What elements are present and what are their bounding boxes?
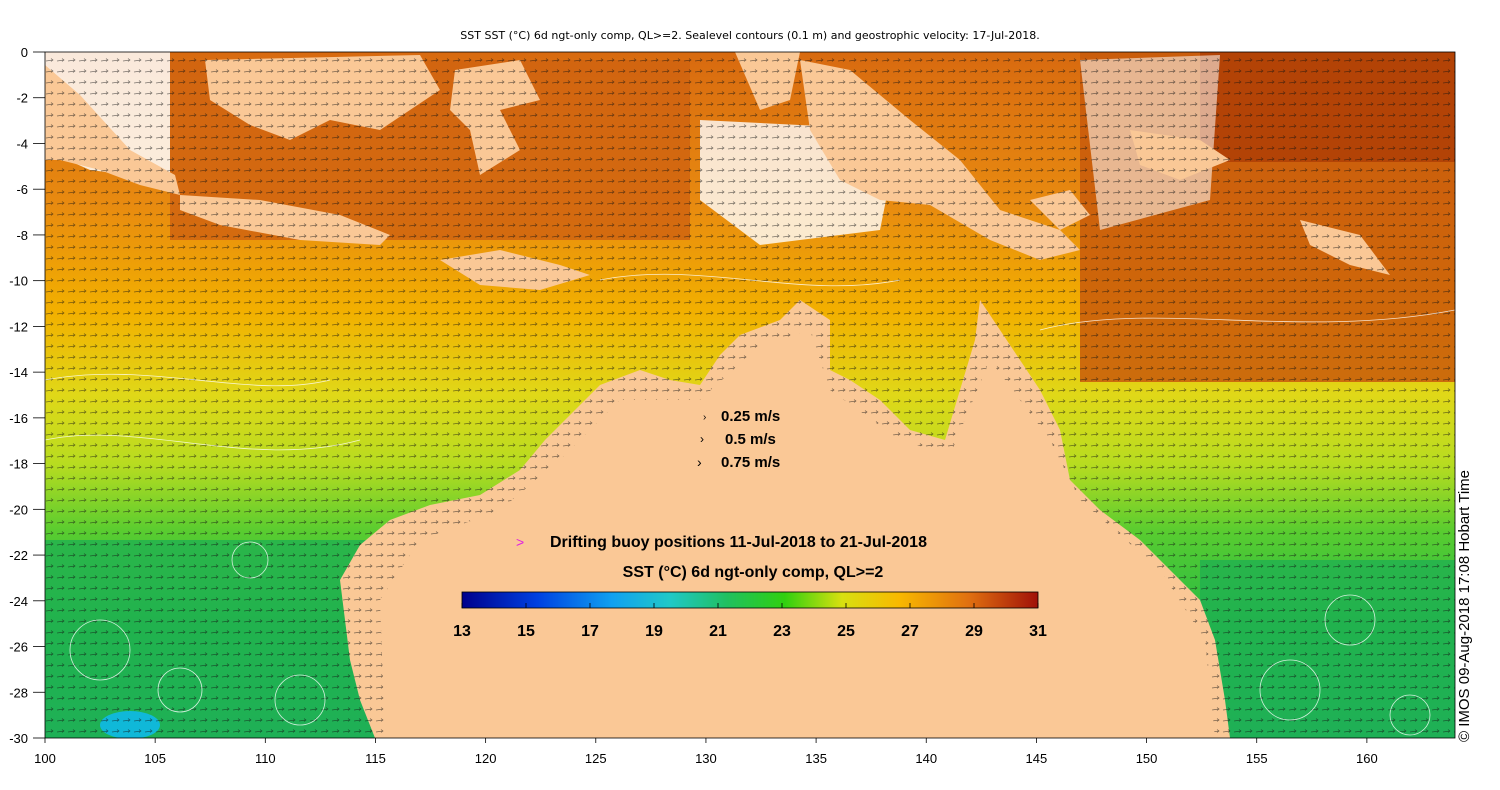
y-tick-label: -20 — [9, 502, 28, 517]
y-tick-label: -14 — [9, 365, 28, 380]
velocity-legend-0: 0.25 m/s — [721, 408, 780, 425]
x-tick-label: 100 — [34, 751, 56, 766]
y-tick-label: -2 — [16, 91, 28, 106]
x-tick-label: 120 — [475, 751, 497, 766]
latitude-axis: 0 -2 -4 -6 -8 -10 -12 -14 -16 -18 -20 -22 -24 -26 -28 -… — [9, 45, 45, 746]
velocity-legend-arrow: › — [703, 412, 706, 423]
x-tick-label: 130 — [695, 751, 717, 766]
colorbar-title: SST (°C) 6d ngt-only comp, QL>=2 — [623, 564, 884, 581]
colorbar-ticks: 13 15 17 19 21 23 25 27 29 31 — [453, 603, 1047, 640]
y-tick-label: -10 — [9, 274, 28, 289]
buoy-legend-label: Drifting buoy positions 11-Jul-2018 to 2… — [550, 534, 927, 551]
land-australia-interior — [380, 330, 1215, 738]
colorbar-tick-label: 23 — [773, 623, 791, 640]
x-tick-label: 135 — [805, 751, 827, 766]
colorbar-tick-label: 31 — [1029, 623, 1047, 640]
colorbar-tick-label: 17 — [581, 623, 599, 640]
colorbar-tick-label: 15 — [517, 623, 535, 640]
velocity-legend-1: 0.5 m/s — [725, 431, 776, 448]
map-title: SST SST (°C) 6d ngt-only comp, QL>=2. Se… — [460, 29, 1040, 42]
credit-text: © IMOS 09-Aug-2018 17:08 Hobart Time — [1456, 469, 1473, 742]
y-tick-label: -30 — [9, 731, 28, 746]
map-plot-area — [45, 52, 1455, 738]
colorbar-tick-label: 25 — [837, 623, 855, 640]
longitude-axis: 100 105 110 115 120 125 130 135 140 145 150 155 160 — [34, 738, 1378, 766]
x-tick-label: 115 — [365, 751, 386, 766]
y-tick-label: -6 — [16, 182, 28, 197]
x-tick-label: 150 — [1136, 751, 1158, 766]
sealevel-contours — [45, 273, 1455, 736]
velocity-legend: › 0.25 m/s › 0.5 m/s › 0.75 m/s — [697, 408, 780, 471]
y-tick-label: -22 — [9, 548, 28, 563]
colorbar-tick-label: 21 — [709, 623, 727, 640]
colorbar-tick-label: 13 — [453, 623, 471, 640]
y-tick-label: -8 — [16, 228, 28, 243]
x-tick-label: 145 — [1026, 751, 1048, 766]
y-tick-label: -26 — [9, 640, 28, 655]
x-tick-label: 140 — [915, 751, 937, 766]
y-tick-label: -16 — [9, 411, 28, 426]
colorbar — [461, 591, 1039, 609]
y-tick-label: -12 — [9, 319, 28, 334]
x-tick-label: 110 — [255, 751, 276, 766]
y-tick-label: -4 — [16, 136, 28, 151]
velocity-legend-arrow: › — [697, 454, 702, 470]
velocity-legend-2: 0.75 m/s — [721, 454, 780, 471]
buoy-marker-icon: > — [516, 534, 524, 550]
y-tick-label: 0 — [21, 45, 28, 60]
colorbar-tick-label: 19 — [645, 623, 663, 640]
y-tick-label: -24 — [9, 594, 28, 609]
x-tick-label: 155 — [1246, 751, 1268, 766]
x-tick-label: 105 — [144, 751, 166, 766]
colorbar-tick-label: 27 — [901, 623, 919, 640]
colorbar-tick-label: 29 — [965, 623, 983, 640]
x-tick-label: 160 — [1356, 751, 1378, 766]
map-frame — [44, 51, 1456, 739]
y-tick-label: -28 — [9, 685, 28, 700]
x-tick-label: 125 — [585, 751, 607, 766]
velocity-legend-arrow: › — [700, 432, 704, 446]
y-tick-label: -18 — [9, 457, 28, 472]
